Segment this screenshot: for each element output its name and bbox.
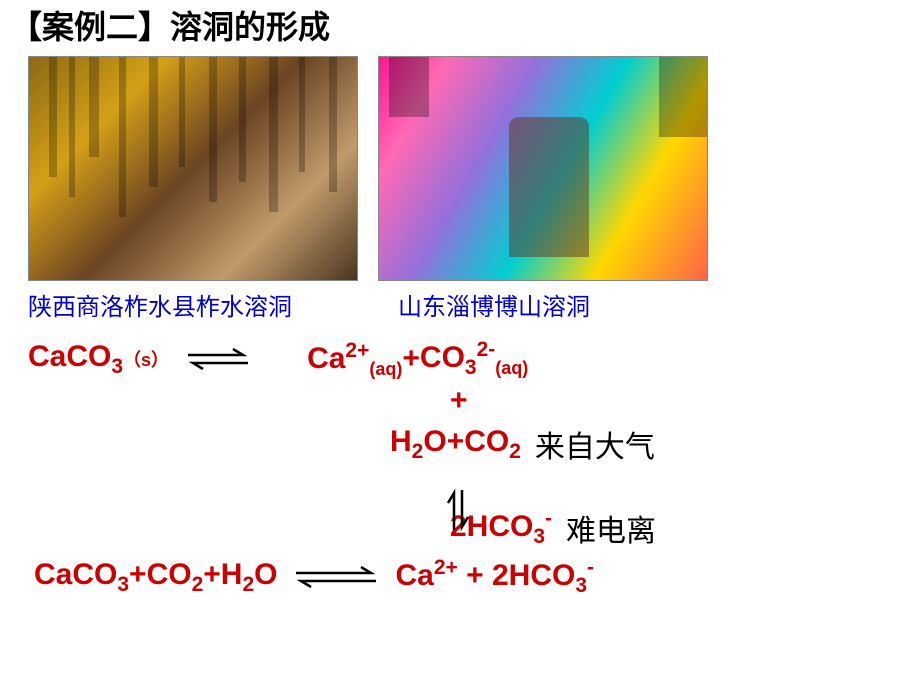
hard-to-ionize-label: 难电离 — [566, 506, 656, 550]
equation-line-2-plus: + — [450, 384, 900, 418]
case-title: 【案例二】溶洞的形成 — [0, 0, 920, 56]
captions-row: 陕西商洛柞水县柞水溶洞 山东淄博博山溶洞 — [0, 287, 920, 332]
h2o-co2: H2O+CO2 — [390, 425, 521, 464]
caco3-co2-h2o: CaCO3+CO2+H2O — [34, 558, 277, 597]
caption-right: 山东淄博博山溶洞 — [398, 287, 728, 322]
chemistry-area: CaCO3（s） Ca2+(aq) + CO32-(aq) + H2O+CO2 … — [0, 338, 920, 598]
equation-line-4: 2HCO3- 难电离 — [450, 506, 900, 550]
plus-1: + — [402, 342, 420, 376]
caption-left: 陕西商洛柞水县柞水溶洞 — [28, 287, 358, 322]
equilibrium-arrow-icon — [183, 346, 253, 372]
from-atmosphere-label: 来自大气 — [535, 422, 655, 466]
cave-image-left — [28, 56, 358, 281]
caco3-s: CaCO3（s） — [28, 340, 169, 379]
equilibrium-arrow-vertical-icon — [445, 485, 471, 535]
equation-line-5: CaCO3+CO2+H2O Ca2+ + 2HCO3- — [34, 556, 900, 598]
cave-images-row — [0, 56, 920, 281]
equilibrium-arrow-icon — [291, 564, 381, 590]
vertical-plus: + — [450, 384, 468, 418]
equation-line-1: CaCO3（s） Ca2+(aq) + CO32-(aq) — [28, 338, 900, 380]
cave-image-right — [378, 56, 708, 281]
ca2plus: Ca2+(aq) — [307, 339, 402, 380]
co3-2minus: CO32-(aq) — [420, 338, 528, 380]
equation-line-3: H2O+CO2 来自大气 — [390, 422, 900, 466]
ca2-2hco3: Ca2+ + 2HCO3- — [395, 556, 594, 598]
